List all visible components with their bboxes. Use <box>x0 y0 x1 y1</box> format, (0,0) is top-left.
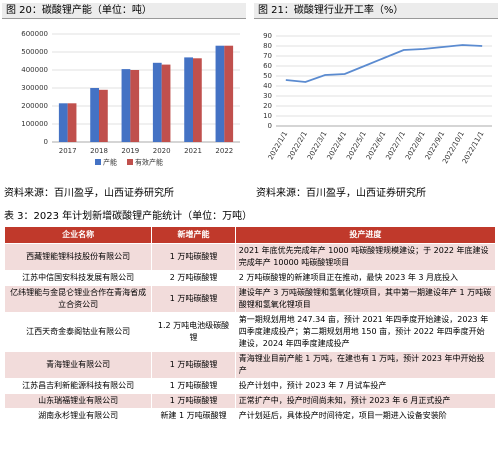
table-row: 青海锂业有限公司 1 万吨碳酸锂 青海锂业目前产能 1 万吨，在建也有 1 万吨，预… <box>3 351 497 379</box>
y-tick-label: 0 <box>44 138 48 146</box>
table-cell: 2021 年底优先完成年产 1000 吨碳酸锂规模建设；于 2022 年底建设完… <box>234 243 497 271</box>
y-tick-label: 10 <box>263 112 272 120</box>
table-cell: 1.2 万吨电池级碳酸锂 <box>151 312 236 352</box>
legend-label: 产能 <box>103 158 117 167</box>
legend-label: 有效产能 <box>135 158 163 167</box>
table-cell: 山东瑞福锂业有限公司 <box>3 393 153 409</box>
x-tick-label: 2020 <box>153 147 171 155</box>
table-cell: 新增产能 <box>151 226 236 244</box>
table-cell: 正常扩产中，投产时间尚未知，预计 2023 年 6 月正式投产 <box>234 393 497 409</box>
source: 资料来源：百川盈孚，山西证券研究所 <box>4 188 174 199</box>
y-tick-label: 300000 <box>21 84 48 92</box>
x-tick-label: 2019 <box>121 147 139 155</box>
table-cell: 产计划延后，具体投产时间待定，项目一期进入设备安装阶 <box>234 408 497 424</box>
table-row: 西藏锂能锂科技股份有限公司 1 万吨碳酸锂 2021 年底优先完成年产 1000 吨… <box>3 243 497 271</box>
bar <box>193 58 202 142</box>
y-tick-label: 20 <box>263 102 272 110</box>
table-cell: 2 万吨碳酸锂的新建项目正在推动，最快 2023 年 3 月底投入 <box>234 270 497 286</box>
legend-swatch <box>127 159 133 165</box>
y-tick-label: 30 <box>263 92 272 100</box>
y-tick-label: 200000 <box>21 102 48 110</box>
x-tick-label: 2018 <box>90 147 108 155</box>
table-cell: 新建 1 万吨碳酸锂 <box>151 408 236 424</box>
y-tick-label: 400000 <box>21 66 48 74</box>
bar <box>184 57 193 142</box>
table-row: 企业名称 新增产能 投产进度 <box>3 226 497 244</box>
table-cell: 投产进度 <box>234 226 497 244</box>
y-tick-label: 500000 <box>21 48 48 56</box>
table-row: 山东瑞福锂业有限公司 1 万吨碳酸锂 正常扩产中，投产时间尚未知，预计 2023 年… <box>3 393 497 409</box>
y-tick-label: 600000 <box>21 30 48 38</box>
table-cell: 江苏中信国安科技发展有限公司 <box>3 270 153 286</box>
bar <box>130 70 140 142</box>
y-tick-label: 70 <box>263 52 272 60</box>
table-row: 江苏昌吉利新能源科技有限公司 1 万吨碳酸锂 投产计划中，预计 2023 年 7 月… <box>3 378 497 394</box>
legend-swatch <box>95 159 101 165</box>
table-row: 亿纬锂能与金昆仑锂业合作在青海省成立合资公司 1 万吨碳酸锂 建设年产 3 万吨碳酸… <box>3 285 497 313</box>
source: 资料来源：百川盈孚，山西证券研究所 <box>256 188 426 199</box>
x-tick-label: 2017 <box>59 147 77 155</box>
table-cell: 2 万吨碳酸锂 <box>151 270 236 286</box>
table-cell: 建设年产 3 万吨碳酸锂和氢氧化锂项目，其中第一期建设年产 1 万吨碳酸锂和氢氧… <box>234 285 497 313</box>
y-tick-label: 100000 <box>21 120 48 128</box>
table-cell: 企业名称 <box>3 226 153 244</box>
bar-chart: 0 100000 200000 300000 400000 500000 600000 201… <box>21 30 240 167</box>
table-cell: 第一期规划用地 247.34 亩，预计 2021 年四季度开始建设，2023 年… <box>234 312 497 352</box>
x-tick-label: 2021 <box>184 147 202 155</box>
table-cell: 江西天奇金泰阁钴业有限公司 <box>3 312 153 352</box>
y-tick-label: 90 <box>263 32 272 40</box>
table-cell: 湖南永杉锂业有限公司 <box>3 408 153 424</box>
table-cell: 亿纬锂能与金昆仑锂业合作在青海省成立合资公司 <box>3 285 153 313</box>
table-title: 表 3：2023 年计划新增碳酸锂产能统计（单位：万吨） <box>4 211 253 222</box>
table-row: 湖南永杉锂业有限公司 新建 1 万吨碳酸锂 产计划延后，具体投产时间待定，项目一期进… <box>3 408 497 424</box>
y-tick-label: 80 <box>263 42 272 50</box>
figure-title: 图 21：碳酸锂行业开工率（%） <box>254 3 498 19</box>
table-cell: 1 万吨碳酸锂 <box>151 393 236 409</box>
table-cell: 西藏锂能锂科技股份有限公司 <box>3 243 153 271</box>
figure-title: 图 20：碳酸锂产能（单位：吨） <box>2 3 246 19</box>
x-tick-label: 2022 <box>215 147 233 155</box>
table-cell: 投产计划中，预计 2023 年 7 月试车投产 <box>234 378 497 394</box>
table-cell: 1 万吨碳酸锂 <box>151 243 236 271</box>
bar <box>90 88 99 142</box>
bar <box>67 103 77 142</box>
table-row: 江苏中信国安科技发展有限公司 2 万吨碳酸锂 2 万吨碳酸锂的新建项目正在推动，最快… <box>3 270 497 286</box>
bar <box>99 89 108 142</box>
bar <box>58 103 68 142</box>
table-cell: 1 万吨碳酸锂 <box>151 351 236 379</box>
bar <box>224 45 234 143</box>
bar <box>161 64 171 142</box>
y-tick-label: 50 <box>263 72 272 80</box>
table-cell: 1 万吨碳酸锂 <box>151 285 236 313</box>
line <box>285 44 483 83</box>
y-tick-label: 60 <box>263 62 272 70</box>
bar <box>215 45 225 143</box>
line-chart: 01020304050607080902022/1/12022/2/12022/… <box>263 32 492 165</box>
table-cell: 1 万吨碳酸锂 <box>151 378 236 394</box>
table-cell: 青海锂业目前产能 1 万吨，在建也有 1 万吨，预计 2023 年中开始投产 <box>234 351 497 379</box>
y-tick-label: 0 <box>268 122 272 130</box>
bar <box>152 62 162 142</box>
bar <box>121 69 131 142</box>
table: 企业名称 新增产能 投产进度 西藏锂能锂科技股份有限公司 1 万吨碳酸锂 2021 年底优… <box>3 226 497 424</box>
table-row: 江西天奇金泰阁钴业有限公司 1.2 万吨电池级碳酸锂 第一期规划用地 247.34 … <box>3 312 497 352</box>
table-cell: 江苏昌吉利新能源科技有限公司 <box>3 378 153 394</box>
y-tick-label: 40 <box>263 82 272 90</box>
table-cell: 青海锂业有限公司 <box>3 351 153 379</box>
